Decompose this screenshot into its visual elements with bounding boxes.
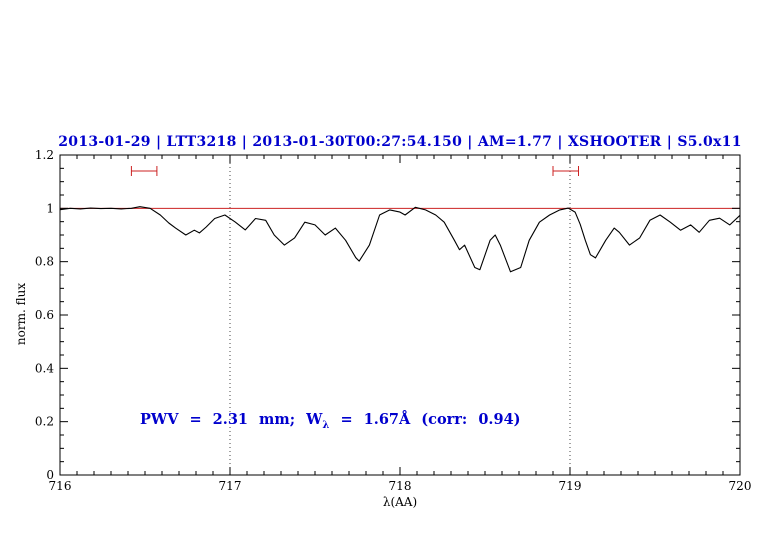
spectrum-line xyxy=(59,206,741,273)
pwv-annotation: PWV = 2.31 mm; Wλ = 1.67Å (corr: 0.94) xyxy=(140,411,521,431)
y-tick-label: 0.6 xyxy=(35,308,54,322)
x-tick-label: 718 xyxy=(389,479,412,493)
x-tick-label: 717 xyxy=(219,479,242,493)
y-tick-label: 0.2 xyxy=(35,415,54,429)
y-tick-label: 0 xyxy=(46,468,54,482)
plot-title: 2013-01-29 | LTT3218 | 2013-01-30T00:27:… xyxy=(58,134,742,150)
y-axis-label: norm. flux xyxy=(14,282,28,346)
x-tick-label: 716 xyxy=(49,479,72,493)
pwv-annotation-prefix: PWV = 2.31 mm; W xyxy=(140,411,323,428)
y-tick-label: 0.4 xyxy=(35,361,54,375)
y-tick-label: 0.8 xyxy=(35,255,54,269)
y-tick-label: 1.2 xyxy=(35,148,54,162)
x-tick-label: 720 xyxy=(729,479,752,493)
x-tick-label: 719 xyxy=(559,479,582,493)
y-tick-label: 1 xyxy=(46,201,54,215)
pwv-annotation-subscript: λ xyxy=(322,419,330,431)
x-axis-label: λ(AA) xyxy=(382,495,418,509)
pwv-annotation-suffix: = 1.67Å (corr: 0.94) xyxy=(329,411,521,428)
